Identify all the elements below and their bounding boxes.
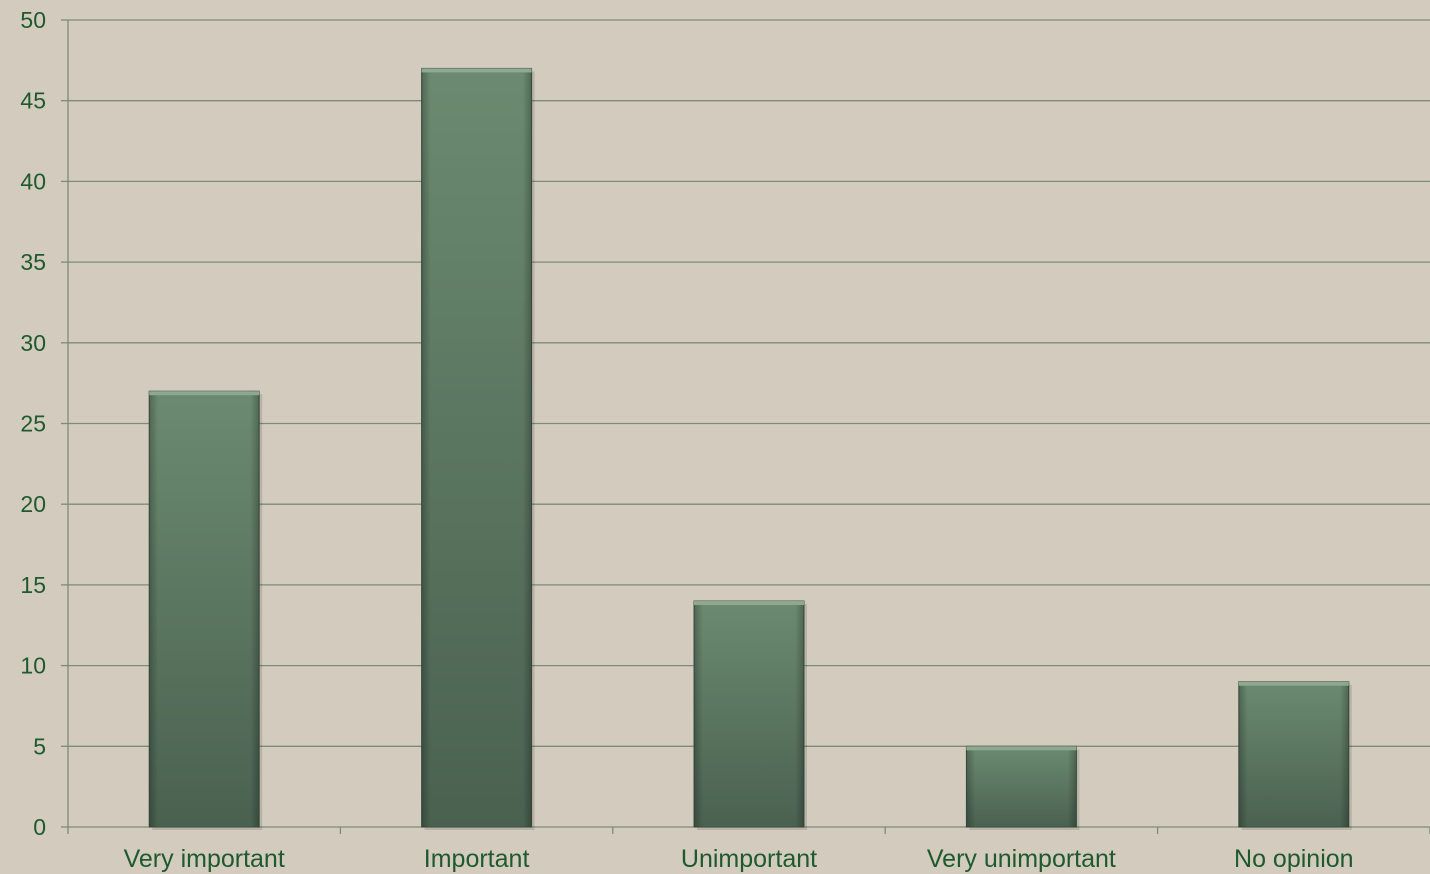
y-tick-label: 50 (20, 7, 46, 33)
x-category-label: Important (424, 845, 530, 873)
bar-top-highlight (1238, 681, 1349, 686)
bar-edge-shade (421, 68, 532, 828)
y-tick-label: 0 (33, 814, 46, 840)
bar-edge-shade (149, 391, 260, 827)
bar (148, 390, 263, 830)
x-category-labels: Very important Important Unimportant Very u… (124, 845, 1354, 873)
bar (421, 67, 535, 831)
y-tick-label: 30 (20, 330, 46, 356)
bar-edge-shade (1238, 681, 1349, 827)
y-tick-label: 35 (20, 249, 46, 275)
bar-edge-shade (694, 601, 804, 827)
x-category-label: Very important (124, 845, 285, 873)
y-tick-label: 10 (20, 653, 46, 679)
y-tick-label: 40 (20, 168, 46, 194)
bar-top-highlight (694, 601, 804, 606)
bars (148, 67, 1352, 831)
y-tick-labels: 0 5 10 15 20 25 30 35 40 45 50 (20, 7, 46, 840)
bar-top-highlight (149, 391, 260, 396)
y-tick-label: 20 (20, 491, 46, 517)
y-tick-label: 5 (33, 733, 46, 759)
gridlines (61, 19, 1430, 828)
bar-top-highlight (966, 746, 1077, 751)
y-tick-label: 25 (20, 411, 46, 437)
bar-top-highlight (421, 68, 532, 73)
bar (1238, 681, 1352, 830)
x-category-label: No opinion (1234, 845, 1354, 873)
y-tick-label: 45 (20, 88, 46, 114)
bar (965, 745, 1080, 830)
bar (693, 600, 807, 830)
bar-edge-shade (966, 746, 1077, 827)
x-category-label: Very unimportant (927, 845, 1116, 873)
y-tick-label: 15 (20, 572, 46, 598)
x-category-label: Unimportant (681, 845, 817, 873)
